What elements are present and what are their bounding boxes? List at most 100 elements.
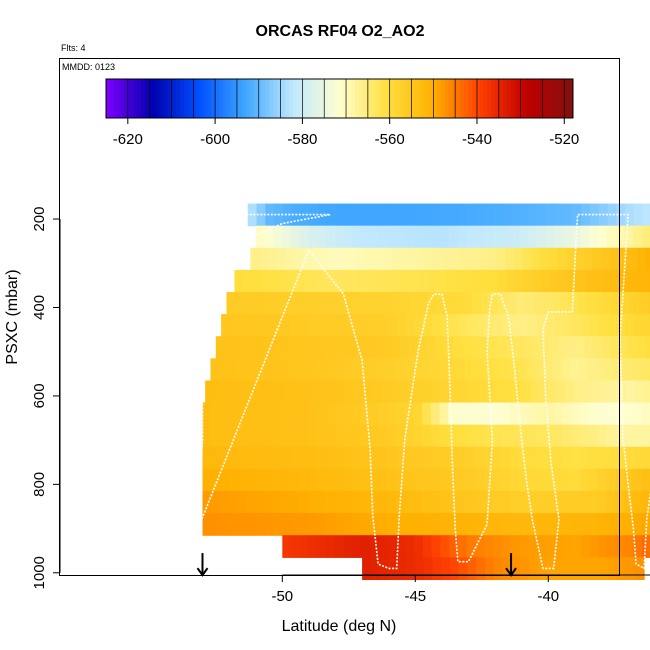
heatmap-cell [457, 490, 467, 514]
plot-area [196, 203, 650, 581]
heatmap-cell [588, 446, 599, 470]
heatmap-cell [531, 247, 541, 271]
heatmap-cell [607, 557, 618, 581]
heatmap-cell [343, 225, 353, 249]
heatmap-cell [553, 468, 563, 492]
heatmap-cell [479, 336, 489, 359]
heatmap-cell [383, 269, 394, 293]
heatmap-cell [307, 424, 318, 448]
heatmap-cell [211, 424, 221, 448]
heatmap-cell [587, 358, 598, 382]
heatmap-cell [250, 247, 260, 271]
heatmap-cell [544, 358, 554, 382]
heatmap-cell [518, 513, 528, 536]
heatmap-cell [453, 269, 464, 293]
heatmap-cell [531, 336, 542, 359]
heatmap-cell [454, 292, 465, 315]
heatmap-cell [263, 446, 274, 470]
heatmap-cell [272, 446, 283, 470]
heatmap-cell [386, 402, 397, 426]
heatmap-cell [458, 557, 469, 581]
heatmap-cell [536, 513, 546, 536]
colorbar-segment [362, 79, 368, 118]
heatmap-cell [642, 203, 650, 227]
heatmap-cell [591, 380, 601, 404]
heatmap-cell [396, 225, 406, 249]
heatmap-cell [352, 535, 362, 558]
heatmap-cell [290, 513, 300, 536]
colorbar-segment [265, 79, 270, 118]
heatmap-cell [579, 468, 590, 492]
heatmap-cell [606, 513, 616, 536]
heatmap-cell [570, 358, 580, 382]
flights-note: Flts: 4 [61, 43, 86, 53]
heatmap-cell [448, 513, 458, 536]
heatmap-cell [335, 203, 345, 227]
heatmap-cell [369, 490, 379, 514]
heatmap-cell [581, 314, 591, 337]
heatmap-cell [299, 402, 309, 426]
heatmap-cell [606, 468, 616, 492]
heatmap-cell [224, 336, 234, 359]
heatmap-cell [624, 535, 635, 558]
heatmap-cell [237, 446, 247, 470]
heatmap-cell [492, 490, 502, 514]
heatmap-cell [322, 269, 332, 293]
heatmap-cell [316, 468, 326, 492]
heatmap-cell [249, 380, 259, 404]
heatmap-cell [445, 269, 455, 293]
heatmap-cell [289, 358, 299, 382]
heatmap-cell [378, 402, 388, 426]
heatmap-cell [514, 336, 524, 359]
heatmap-cell [603, 269, 613, 293]
heatmap-cell [221, 314, 231, 337]
heatmap-cell [246, 446, 256, 470]
heatmap-cell [255, 225, 266, 249]
x-tick-label: -45 [404, 588, 426, 605]
heatmap-cell [307, 468, 318, 492]
heatmap-cell [489, 292, 500, 315]
heatmap-cell [405, 557, 416, 581]
heatmap-cell [413, 535, 424, 558]
heatmap-cell [378, 513, 388, 536]
colorbar-segment [168, 79, 173, 118]
heatmap-cell [413, 446, 423, 470]
heatmap-cell [390, 247, 401, 271]
heatmap-cell [646, 269, 650, 293]
heatmap-cell [268, 336, 278, 359]
heatmap-cell [524, 292, 535, 315]
heatmap-cell [245, 358, 255, 382]
heatmap-cell [404, 402, 414, 426]
heatmap-cell [412, 358, 422, 382]
heatmap-cell [211, 490, 221, 514]
colorbar-segment [413, 79, 418, 118]
heatmap-cell [329, 247, 339, 271]
colorbar-segment [277, 79, 282, 118]
heatmap-cell [437, 292, 447, 315]
heatmap-cell [452, 336, 463, 359]
heatmap-cell [228, 358, 238, 382]
flight-track-line [196, 213, 650, 570]
colorbar-tick-label: -580 [287, 131, 317, 148]
colorbar-segment [187, 79, 193, 118]
heatmap-cell [325, 402, 335, 426]
heatmap-cell [242, 336, 252, 359]
heatmap-cell [606, 402, 616, 426]
heatmap-cell [285, 247, 295, 271]
heatmap-cell [438, 358, 449, 382]
heatmap-cell [553, 490, 563, 514]
heatmap-cell [606, 490, 616, 514]
heatmap-cell [573, 380, 584, 404]
heatmap-cell [263, 468, 274, 492]
heatmap-cell [576, 269, 587, 293]
heatmap-cell [465, 446, 476, 470]
heatmap-cell [413, 513, 423, 536]
heatmap-cell [629, 269, 639, 293]
heatmap-cell [478, 247, 488, 271]
heatmap-cell [237, 468, 247, 492]
heatmap-cell [558, 336, 568, 359]
heatmap-cell [263, 358, 273, 382]
heatmap-cell [430, 468, 441, 492]
heatmap-cell [533, 292, 544, 315]
heatmap-cell [272, 468, 283, 492]
